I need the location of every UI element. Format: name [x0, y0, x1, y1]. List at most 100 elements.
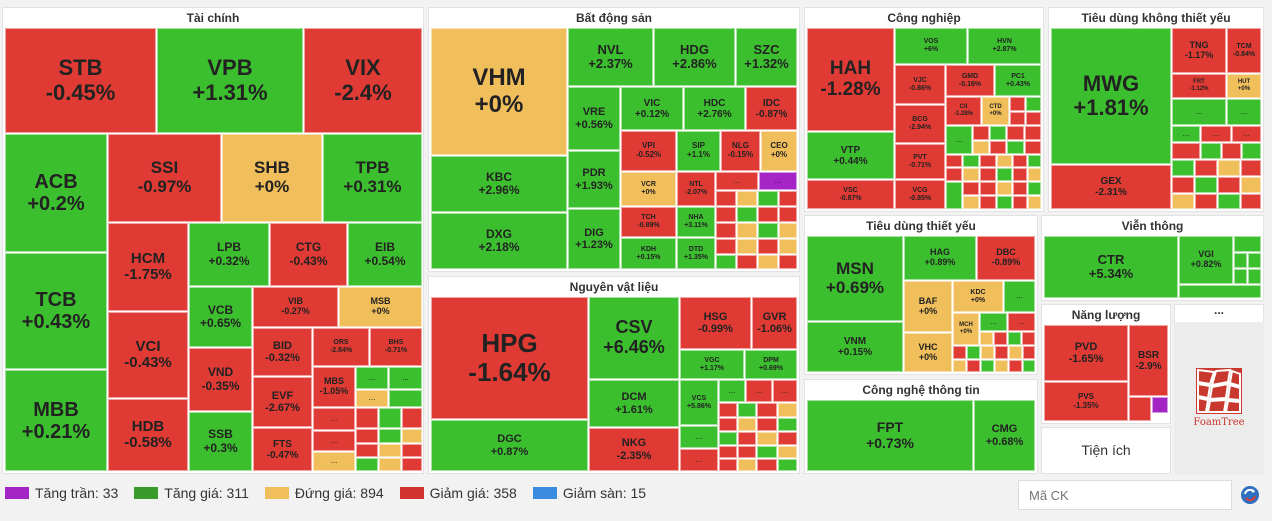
tile-more-s4[interactable] — [980, 332, 993, 345]
tile-more-i11[interactable] — [990, 141, 1006, 154]
tile-VRE[interactable]: VRE +0.56% — [568, 87, 620, 150]
tile-more-i12[interactable] — [1007, 141, 1024, 154]
tile-more-f1[interactable]: ... — [356, 367, 388, 389]
tile-EVF[interactable]: EVF -2.67% — [253, 377, 312, 427]
tile-PC1[interactable]: PC1 +0.43% — [995, 65, 1041, 96]
tile-more-d15[interactable] — [1195, 177, 1217, 193]
tile-MCH[interactable]: MCH +0% — [953, 313, 979, 345]
tile-more-i7[interactable] — [990, 126, 1006, 140]
tile-more-r10[interactable] — [779, 207, 797, 222]
tile-more-m2[interactable]: ... — [746, 380, 772, 402]
tile-more-e2[interactable] — [1152, 397, 1168, 413]
tile-BID[interactable]: BID -0.32% — [253, 328, 312, 376]
tile-more-t4[interactable] — [1234, 269, 1247, 284]
tile-more-i14[interactable] — [946, 155, 962, 167]
tile-VNM[interactable]: VNM +0.15% — [807, 322, 903, 372]
tile-more-s18[interactable] — [1009, 360, 1022, 372]
tile-more-r4[interactable] — [737, 191, 757, 206]
tile-TNG[interactable]: TNG -1.17% — [1172, 28, 1226, 73]
tile-CMG[interactable]: CMG +0.68% — [974, 400, 1035, 471]
tile-more-i16[interactable] — [980, 155, 996, 167]
tile-more-m18[interactable] — [719, 446, 737, 458]
tile-BSR[interactable]: BSR -2.9% — [1129, 325, 1168, 396]
tile-more-d19[interactable] — [1195, 194, 1217, 209]
tile-EIB[interactable]: EIB +0.54% — [348, 223, 422, 286]
tile-VIC[interactable]: VIC +0.12% — [621, 87, 683, 130]
tile-more-r22[interactable] — [779, 255, 797, 269]
tile-more-f15[interactable] — [379, 444, 401, 457]
tile-more-t5[interactable] — [1248, 269, 1261, 284]
tile-more-m8[interactable]: ... — [680, 426, 718, 448]
tile-VCG[interactable]: VCG -0.85% — [895, 180, 945, 209]
tile-more-r19[interactable] — [716, 255, 736, 269]
tile-HDC[interactable]: HDC +2.76% — [684, 87, 745, 130]
tile-more-i25[interactable] — [1028, 168, 1041, 181]
tile-DTD[interactable]: DTD +1.35% — [677, 238, 715, 269]
tile-VCB[interactable]: VCB +0.65% — [189, 287, 252, 347]
tile-PVT[interactable]: PVT -0.71% — [895, 144, 945, 179]
tile-VGC[interactable]: VGC +1.17% — [680, 350, 744, 379]
tile-PDR[interactable]: PDR +1.93% — [568, 151, 620, 208]
tile-more-t6[interactable] — [1179, 285, 1261, 298]
tile-more-i8[interactable] — [1007, 126, 1024, 140]
tile-more-s2[interactable]: ... — [980, 313, 1007, 331]
tile-MBB[interactable]: MBB +0.21% — [5, 370, 107, 471]
tile-more-r11[interactable] — [716, 223, 736, 238]
tile-SIP[interactable]: SIP +1.1% — [677, 131, 720, 171]
tile-more-i3[interactable] — [1010, 112, 1025, 125]
tile-more-r21[interactable] — [758, 255, 778, 269]
tile-more-t1[interactable] — [1234, 236, 1261, 252]
legend-down[interactable]: Giảm giá: 358 — [399, 485, 517, 501]
stock-code-search-input[interactable] — [1018, 480, 1232, 510]
tile-STB[interactable]: STB -0.45% — [5, 28, 156, 133]
tile-more-f8[interactable] — [356, 408, 378, 428]
tile-more-m21[interactable] — [778, 446, 797, 458]
tile-VPI[interactable]: VPI -0.52% — [621, 131, 676, 171]
tile-VPB[interactable]: VPB +1.31% — [157, 28, 303, 133]
tile-BAF[interactable]: BAF +0% — [904, 281, 952, 332]
tile-GVR[interactable]: GVR -1.06% — [752, 297, 797, 349]
tile-ACB[interactable]: ACB +0.2% — [5, 134, 107, 252]
tile-more-m3[interactable]: ... — [773, 380, 797, 402]
tile-more-f10[interactable] — [402, 408, 422, 428]
tile-KDC[interactable]: KDC +0% — [953, 281, 1003, 312]
tile-more-f9[interactable] — [379, 408, 401, 428]
tile-NKG[interactable]: NKG -2.35% — [589, 428, 679, 471]
tile-more-i15[interactable] — [963, 155, 979, 167]
tile-more-r20[interactable] — [737, 255, 757, 269]
tile-more-d4[interactable]: ... — [1201, 126, 1231, 142]
tile-GEX[interactable]: GEX -2.31% — [1051, 165, 1171, 209]
tile-more-m6[interactable] — [757, 403, 777, 417]
tile-more-i21[interactable] — [963, 168, 979, 181]
tile-more-i31[interactable] — [1028, 182, 1041, 195]
tile-more-s11[interactable] — [995, 346, 1008, 359]
tile-more-i36[interactable] — [1028, 196, 1041, 209]
tile-MSN[interactable]: MSN +0.69% — [807, 236, 903, 321]
tile-more-d5[interactable]: ... — [1232, 126, 1261, 142]
tile-more-m4[interactable] — [719, 403, 737, 417]
tile-more-s14[interactable] — [953, 360, 966, 372]
tile-more-d14[interactable] — [1172, 177, 1194, 193]
tile-SSI[interactable]: SSI -0.97% — [108, 134, 221, 222]
tile-more-d6[interactable] — [1172, 143, 1200, 159]
tile-ORS[interactable]: ORS -2.84% — [313, 328, 369, 366]
tile-more-r15[interactable] — [716, 239, 736, 254]
tile-more-i19[interactable] — [1028, 155, 1041, 167]
tile-more-r18[interactable] — [779, 239, 797, 254]
tile-DPM[interactable]: DPM +0.69% — [745, 350, 797, 379]
tile-KBC[interactable]: KBC +2.96% — [431, 156, 567, 212]
tile-more-i22[interactable] — [980, 168, 996, 181]
tile-more-m15[interactable] — [738, 432, 756, 445]
tile-more-i33[interactable] — [980, 196, 996, 209]
tile-more-m11[interactable] — [738, 418, 756, 431]
refresh-icon[interactable] — [1240, 485, 1260, 505]
tile-VCR[interactable]: VCR +0% — [621, 172, 676, 206]
tile-more-s9[interactable] — [967, 346, 980, 359]
tile-BCG[interactable]: BCG -2.94% — [895, 105, 945, 143]
tile-more-m24[interactable] — [757, 459, 777, 471]
tile-more-r2[interactable]: ... — [759, 172, 797, 190]
tile-HPG[interactable]: HPG -1.64% — [431, 297, 588, 419]
tile-more-i32[interactable] — [963, 196, 979, 209]
tile-CSV[interactable]: CSV +6.46% — [589, 297, 679, 379]
tile-FRT[interactable]: FRT -1.12% — [1172, 74, 1226, 98]
